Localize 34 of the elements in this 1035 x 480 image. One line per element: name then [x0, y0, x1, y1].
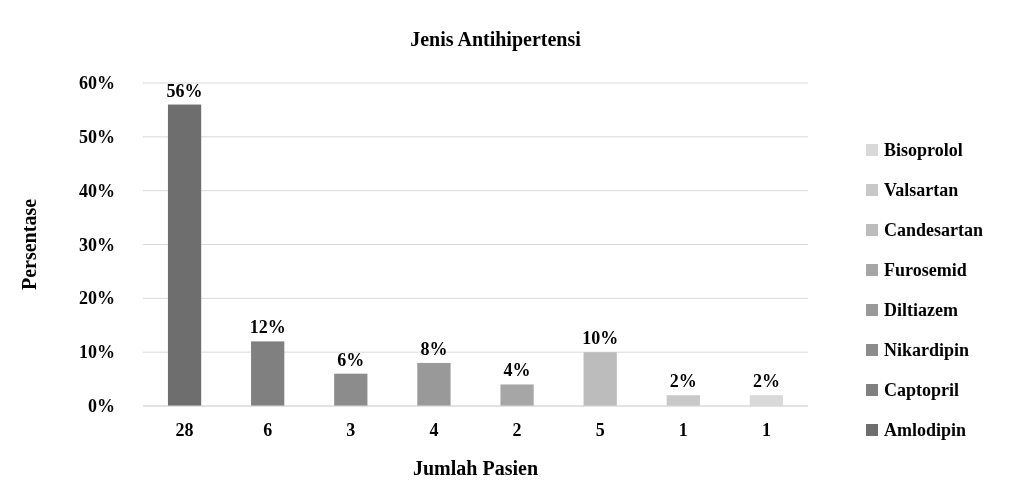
y-tick-label: 0%	[88, 396, 115, 416]
x-tick-label: 1	[761, 420, 771, 440]
legend-label: Valsartan	[884, 180, 959, 200]
legend-label: Candesartan	[884, 220, 984, 240]
data-label: 12%	[249, 317, 286, 338]
legend-label: Furosemid	[884, 260, 967, 280]
data-label: 2%	[669, 371, 697, 392]
x-tick-label: 2	[512, 420, 522, 440]
y-tick-label: 60%	[79, 73, 115, 93]
data-label: 4%	[503, 360, 531, 381]
chart-title: Jenis Antihipertensi	[410, 28, 582, 51]
legend-label: Amlodipin	[884, 420, 967, 440]
x-tick-label: 1	[678, 420, 688, 440]
legend-label: Bisoprolol	[884, 140, 963, 160]
x-axis-title: Jumlah Pasien	[412, 457, 539, 479]
data-label: 8%	[420, 338, 448, 359]
y-tick-label: 10%	[79, 342, 115, 363]
data-label: 10%	[582, 328, 619, 349]
y-axis-title: Persentase	[18, 198, 40, 291]
x-tick-label: 6	[263, 420, 273, 440]
y-tick-label: 50%	[79, 126, 115, 147]
x-tick-label: 4	[429, 420, 439, 440]
legend-label: Nikardipin	[884, 340, 970, 360]
data-label: 2%	[752, 371, 780, 392]
y-tick-label: 30%	[79, 234, 115, 255]
data-label: 56%	[166, 80, 203, 101]
legend-label: Diltiazem	[884, 300, 958, 320]
data-label: 6%	[337, 349, 365, 370]
legend-label: Captopril	[884, 380, 960, 400]
x-tick-label: 28	[175, 420, 194, 440]
x-tick-label: 5	[595, 420, 605, 440]
y-tick-label: 20%	[79, 288, 115, 309]
y-tick-label: 40%	[79, 180, 115, 201]
x-tick-label: 3	[346, 420, 356, 440]
